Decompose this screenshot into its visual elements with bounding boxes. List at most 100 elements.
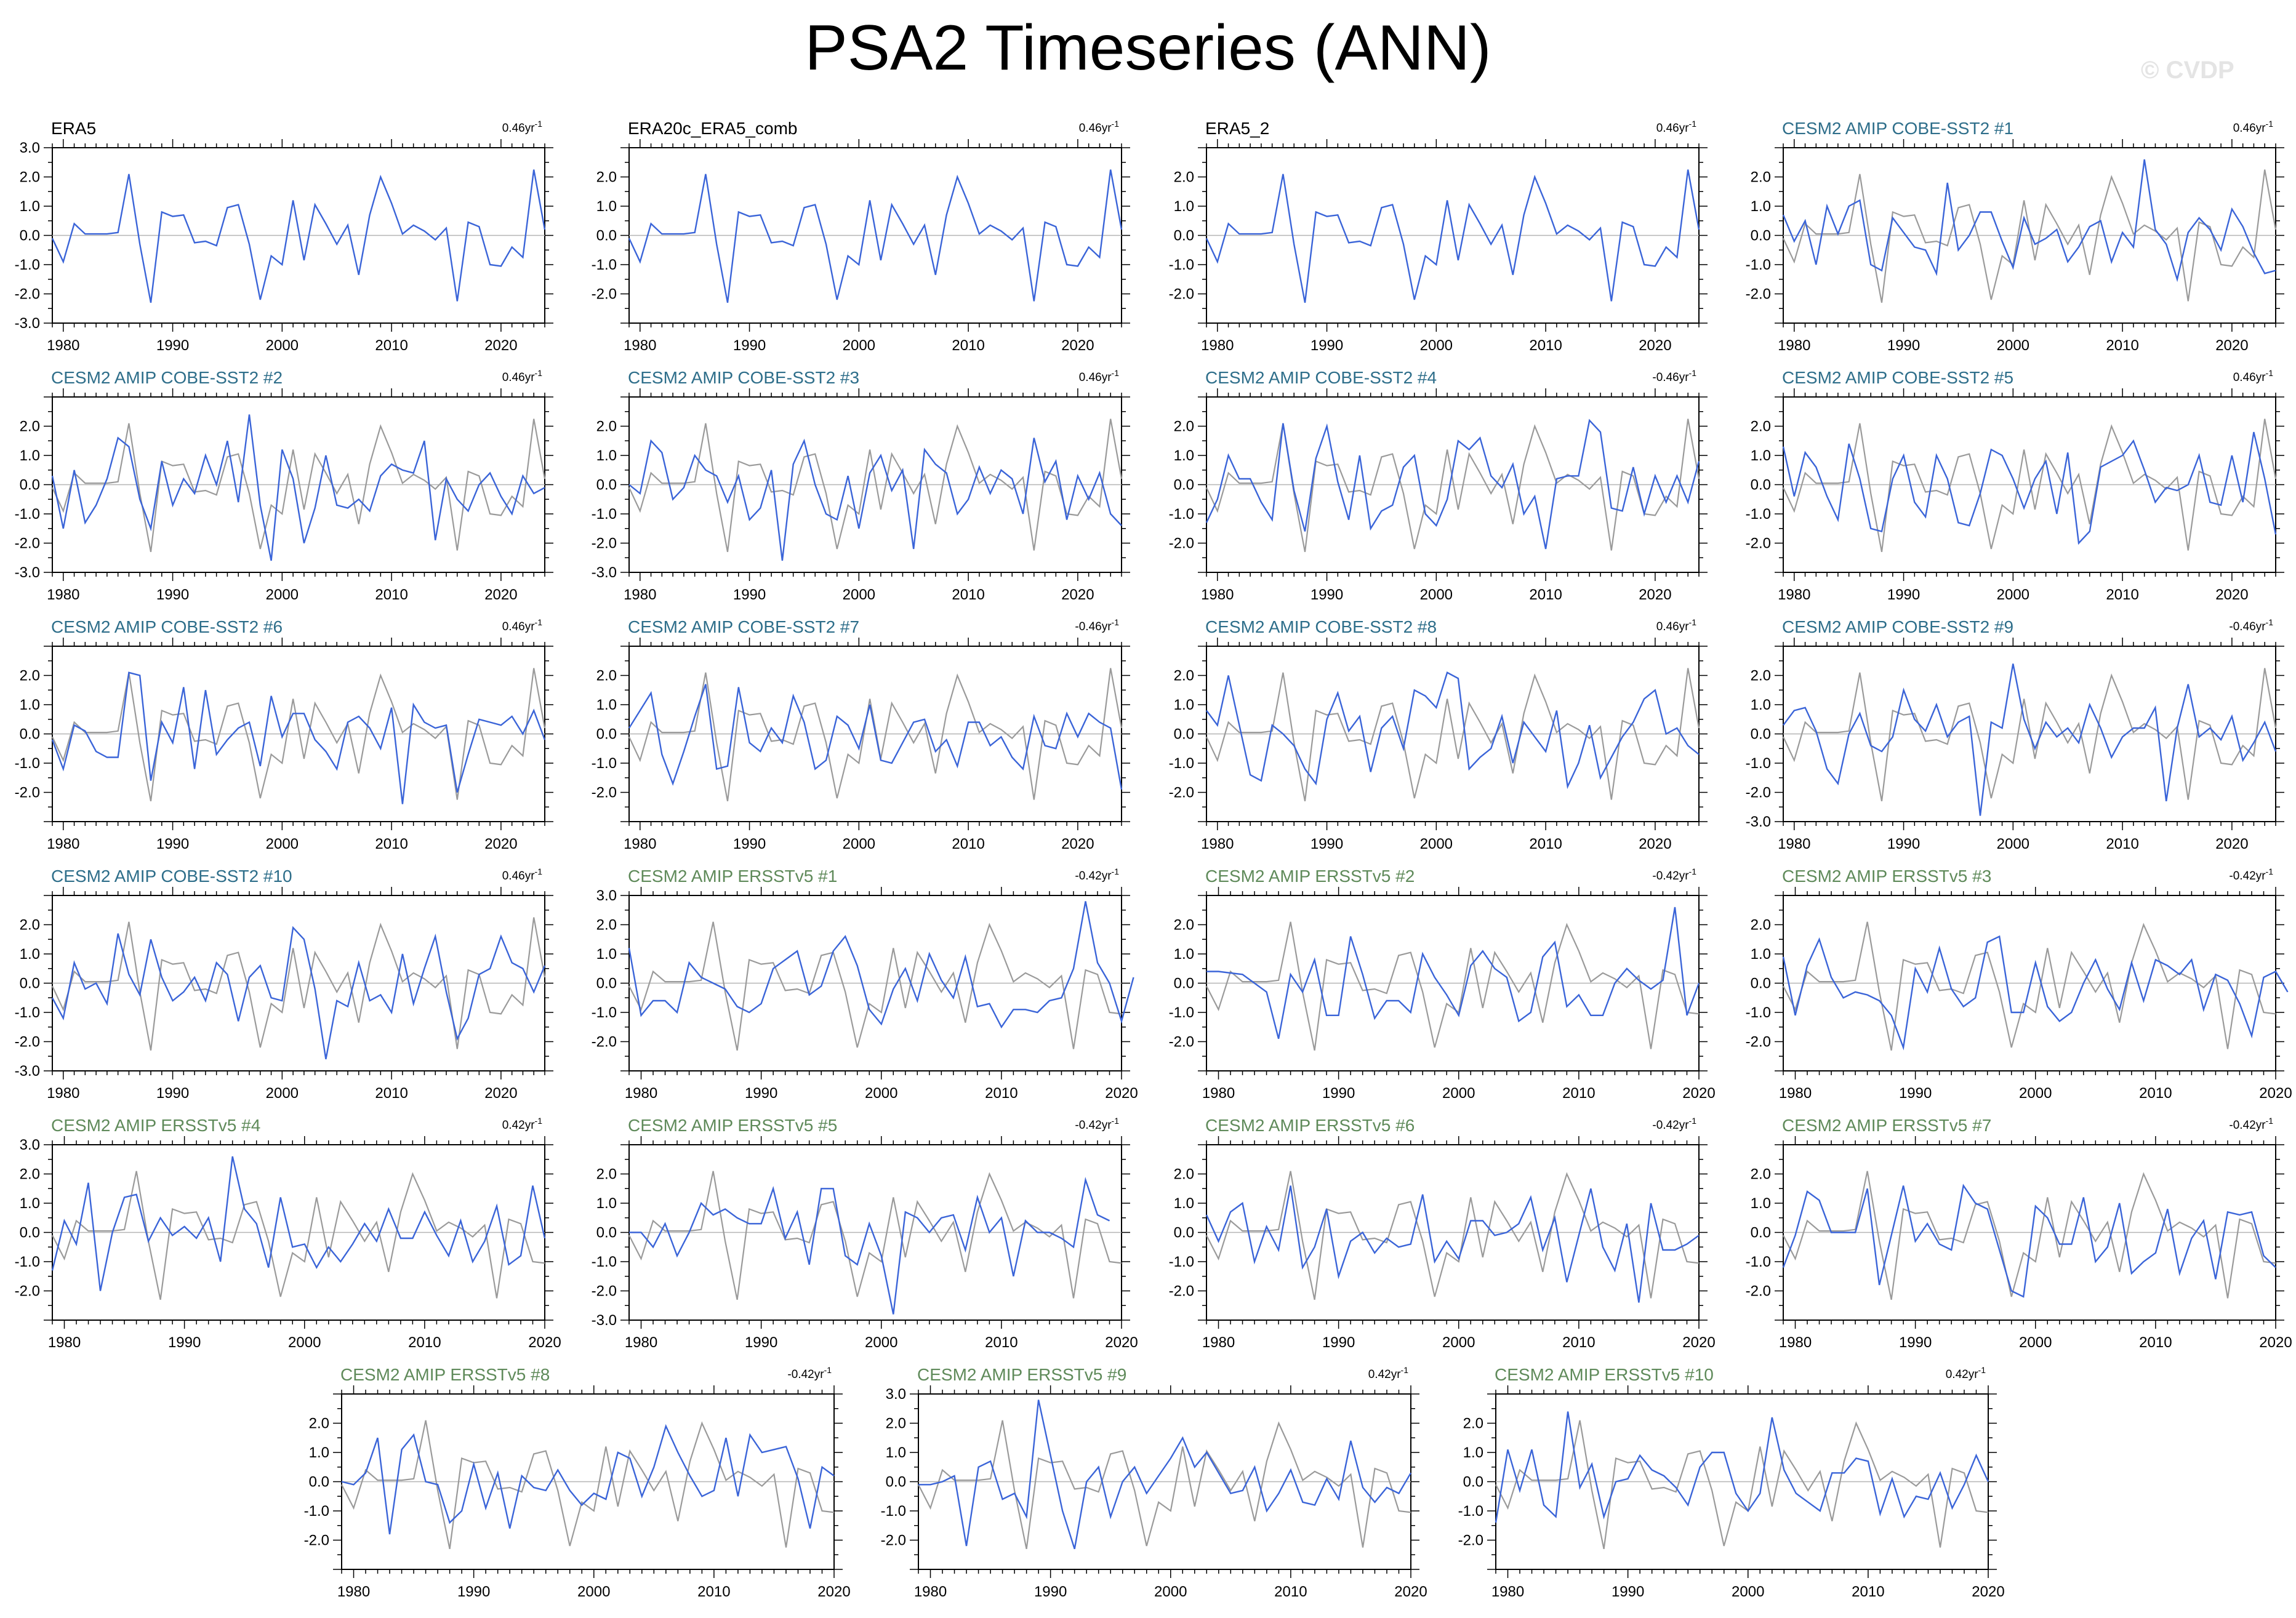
trend-label: 0.46yr-1 xyxy=(502,119,542,135)
trend-label: -0.42yr-1 xyxy=(2229,1116,2273,1132)
reference-series-line xyxy=(52,917,546,1051)
x-tick-label: 1980 xyxy=(1201,587,1234,603)
y-tick-label: 3.0 xyxy=(886,1386,906,1403)
panel-title: ERA5 xyxy=(51,119,96,138)
series-line xyxy=(628,169,1123,303)
reference-series-line xyxy=(1783,921,2276,1051)
reference-series-line xyxy=(1206,419,1700,553)
y-tick-label: 2.0 xyxy=(1463,1416,1483,1432)
y-tick-label: 0.0 xyxy=(596,477,617,494)
x-tick-label: 1990 xyxy=(168,1334,201,1351)
x-tick-label: 2010 xyxy=(2106,587,2138,603)
panel-title: CESM2 AMIP ERSSTv5 #4 xyxy=(51,1116,260,1135)
y-tick-label: 0.0 xyxy=(20,477,40,494)
x-tick-label: 1990 xyxy=(156,587,189,603)
reference-series-line xyxy=(628,921,1122,1051)
panel-22: CESM2 AMIP ERSSTv5 #9 0.42yr-1 -2.0 -1.0 0.0… xyxy=(881,1365,1427,1600)
y-tick-label: -2.0 xyxy=(1458,1532,1483,1549)
y-tick-label: -3.0 xyxy=(592,564,617,581)
series-line xyxy=(51,414,545,561)
series-line xyxy=(628,684,1123,790)
series-line xyxy=(1206,671,1700,790)
panel-title: CESM2 AMIP ERSSTv5 #9 xyxy=(917,1365,1126,1384)
x-tick-label: 2000 xyxy=(2019,1334,2052,1351)
y-tick-label: 3.0 xyxy=(596,887,617,904)
trend-label: -0.46yr-1 xyxy=(2229,617,2273,633)
y-tick-label: 2.0 xyxy=(20,1166,40,1183)
trend-label: 0.42yr-1 xyxy=(1946,1365,1986,1381)
y-tick-label: -2.0 xyxy=(15,535,40,552)
y-tick-label: -2.0 xyxy=(592,785,617,801)
y-tick-label: 1.0 xyxy=(20,946,40,963)
x-tick-label: 1980 xyxy=(625,1334,657,1351)
y-tick-label: 1.0 xyxy=(596,946,617,963)
y-tick-label: 1.0 xyxy=(596,697,617,713)
panel-title: CESM2 AMIP COBE-SST2 #6 xyxy=(51,617,283,636)
x-tick-label: 1980 xyxy=(624,836,656,852)
x-tick-label: 2020 xyxy=(1682,1334,1715,1351)
panel-16: CESM2 AMIP ERSSTv5 #3 -0.42yr-1 -2.0 -1.0 0.… xyxy=(1746,867,2292,1102)
x-tick-label: 2000 xyxy=(1442,1334,1475,1351)
x-tick-label: 1980 xyxy=(624,337,656,354)
reference-series-line xyxy=(1206,668,1700,802)
x-tick-label: 2010 xyxy=(952,337,984,354)
panel-title: CESM2 AMIP COBE-SST2 #1 xyxy=(1782,119,2013,138)
y-tick-label: 0.0 xyxy=(886,1474,906,1491)
y-tick-label: -1.0 xyxy=(592,257,617,273)
panel-15: CESM2 AMIP ERSSTv5 #2 -0.42yr-1 -2.0 -1.0 0.… xyxy=(1169,867,1716,1102)
panel-13: CESM2 AMIP COBE-SST2 #10 0.46yr-1 -3.0 -2.0… xyxy=(15,867,553,1102)
series-line xyxy=(51,926,546,1060)
x-tick-label: 1990 xyxy=(733,337,766,354)
x-tick-label: 1980 xyxy=(1201,337,1234,354)
y-tick-label: 0.0 xyxy=(1751,726,1771,743)
y-tick-label: 1.0 xyxy=(1751,697,1771,713)
panel-title: CESM2 AMIP ERSSTv5 #2 xyxy=(1205,867,1415,886)
y-tick-label: 1.0 xyxy=(1751,198,1771,215)
x-tick-label: 2000 xyxy=(843,337,875,354)
series-line xyxy=(51,1156,546,1291)
x-tick-label: 2010 xyxy=(1529,836,1562,852)
x-tick-label: 2010 xyxy=(1529,337,1562,354)
reference-series-line xyxy=(918,1420,1411,1550)
y-tick-label: 0.0 xyxy=(1751,477,1771,494)
x-tick-label: 2000 xyxy=(577,1584,610,1600)
x-tick-label: 1990 xyxy=(733,587,766,603)
x-tick-label: 2020 xyxy=(1639,587,1671,603)
y-tick-label: -2.0 xyxy=(1746,286,1771,303)
x-tick-label: 1980 xyxy=(1491,1584,1524,1600)
x-tick-label: 1980 xyxy=(1202,1334,1235,1351)
x-tick-label: 2010 xyxy=(952,836,984,852)
y-tick-label: 1.0 xyxy=(20,697,40,713)
y-tick-label: -2.0 xyxy=(1169,785,1194,801)
y-tick-label: -1.0 xyxy=(1746,1004,1771,1021)
y-tick-label: 1.0 xyxy=(1751,946,1771,963)
x-tick-label: 2020 xyxy=(1639,836,1671,852)
y-tick-label: -1.0 xyxy=(1169,506,1194,523)
y-tick-label: -2.0 xyxy=(15,1034,40,1051)
panel-3: ERA5_2 0.46yr-1 -2.0 -1.0 0.0 1.0 2.0 1980 1990 2… xyxy=(1169,119,1708,354)
panel-2: ERA20c_ERA5_comb 0.46yr-1 -2.0 -1.0 0.0 1.0 2.… xyxy=(592,119,1130,354)
y-tick-label: 2.0 xyxy=(20,668,40,684)
x-tick-label: 2010 xyxy=(2106,337,2138,354)
y-tick-label: 2.0 xyxy=(1751,169,1771,186)
panel-6: CESM2 AMIP COBE-SST2 #3 0.46yr-1 -3.0 -2.0 -… xyxy=(592,368,1130,603)
series-line xyxy=(1782,935,2289,1051)
x-tick-label: 2000 xyxy=(1420,587,1453,603)
x-tick-label: 2010 xyxy=(1852,1584,1884,1600)
panel-7: CESM2 AMIP COBE-SST2 #4 -0.46yr-1 -2.0 -1.0… xyxy=(1169,368,1708,603)
y-tick-label: 1.0 xyxy=(1751,447,1771,464)
series-line xyxy=(629,1177,1110,1315)
panel-title: CESM2 AMIP COBE-SST2 #9 xyxy=(1782,617,2013,636)
y-tick-label: 3.0 xyxy=(20,140,40,156)
x-tick-label: 2010 xyxy=(985,1334,1018,1351)
y-tick-label: -2.0 xyxy=(15,785,40,801)
panel-title: CESM2 AMIP COBE-SST2 #8 xyxy=(1205,617,1437,636)
x-tick-label: 2020 xyxy=(2215,836,2248,852)
y-tick-label: 1.0 xyxy=(1463,1444,1483,1461)
x-tick-label: 2020 xyxy=(528,1334,561,1351)
y-tick-label: -1.0 xyxy=(592,506,617,523)
trend-label: 0.46yr-1 xyxy=(502,617,542,633)
panel-title: CESM2 AMIP ERSSTv5 #6 xyxy=(1205,1116,1415,1135)
y-tick-label: -1.0 xyxy=(15,1004,40,1021)
y-tick-label: -3.0 xyxy=(1746,814,1771,830)
